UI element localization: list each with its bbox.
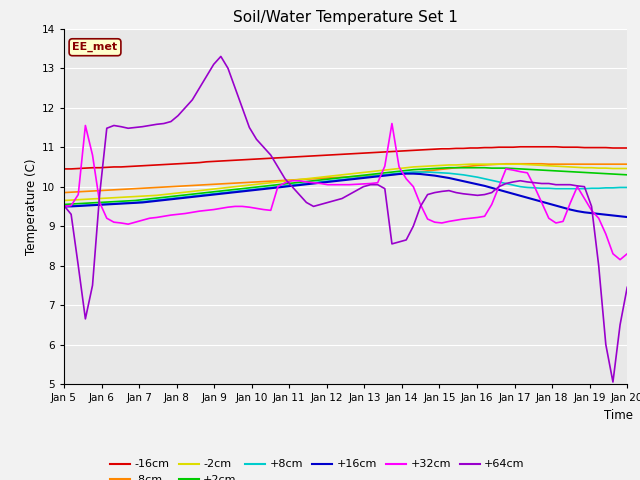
+2cm [566,169,574,175]
-16cm [623,145,631,151]
+16cm [403,171,410,177]
-16cm [60,166,68,172]
+8cm [310,180,317,186]
+16cm [623,214,631,220]
+16cm [396,171,403,177]
Line: -2cm: -2cm [64,164,627,201]
Title: Soil/Water Temperature Set 1: Soil/Water Temperature Set 1 [233,10,458,25]
Line: +64cm: +64cm [64,57,627,382]
+2cm [403,168,410,173]
+8cm [403,169,410,175]
+64cm [317,202,324,207]
+32cm [388,120,396,126]
+8cm [623,185,631,191]
-2cm [403,165,410,170]
Text: EE_met: EE_met [72,42,118,52]
Y-axis label: Temperature (C): Temperature (C) [24,158,38,255]
+16cm [310,180,317,186]
-2cm [623,166,631,171]
-8cm [403,170,410,176]
+2cm [623,172,631,178]
+64cm [566,182,574,188]
+2cm [60,202,68,207]
-16cm [310,153,317,159]
-8cm [623,161,631,167]
+32cm [623,251,631,257]
+8cm [431,169,438,175]
Line: -16cm: -16cm [64,147,627,169]
-16cm [403,148,410,154]
-16cm [424,147,431,153]
+2cm [424,166,431,172]
-8cm [445,166,453,171]
-2cm [424,163,431,169]
-2cm [467,161,474,167]
-2cm [310,175,317,181]
-2cm [396,166,403,171]
-2cm [566,164,574,170]
-8cm [310,176,317,181]
+16cm [566,207,574,213]
+32cm [431,219,438,225]
+32cm [403,176,410,181]
Line: +32cm: +32cm [64,123,627,260]
Line: +2cm: +2cm [64,168,627,204]
-16cm [445,146,453,152]
+8cm [566,186,574,192]
-8cm [396,171,403,177]
+8cm [410,169,417,175]
-2cm [445,162,453,168]
+64cm [623,285,631,290]
+64cm [60,203,68,208]
+64cm [452,190,460,195]
+64cm [217,54,225,60]
Line: +16cm: +16cm [64,174,627,217]
-16cm [516,144,524,150]
+8cm [396,170,403,176]
-8cm [502,161,510,167]
+32cm [566,200,574,206]
+64cm [403,237,410,243]
+16cm [431,173,438,179]
-16cm [396,148,403,154]
+2cm [310,178,317,184]
Line: -8cm: -8cm [64,164,627,192]
+2cm [396,168,403,174]
-8cm [566,161,574,167]
Legend: -16cm, -8cm, -2cm, +2cm, +8cm, +16cm, +32cm, +64cm: -16cm, -8cm, -2cm, +2cm, +8cm, +16cm, +3… [110,459,525,480]
+32cm [310,180,317,186]
-8cm [60,190,68,195]
+16cm [410,171,417,177]
+32cm [60,204,68,209]
-16cm [566,144,574,150]
Line: +8cm: +8cm [64,172,627,206]
+2cm [445,165,453,170]
+64cm [431,190,438,195]
+2cm [452,165,460,170]
+16cm [60,204,68,209]
+16cm [452,177,460,182]
X-axis label: Time: Time [604,409,633,422]
+64cm [609,379,617,385]
-2cm [60,198,68,204]
+64cm [410,223,417,229]
+32cm [616,257,624,263]
+32cm [452,217,460,223]
+8cm [60,204,68,209]
-8cm [424,168,431,174]
+32cm [410,184,417,190]
+8cm [452,171,460,177]
